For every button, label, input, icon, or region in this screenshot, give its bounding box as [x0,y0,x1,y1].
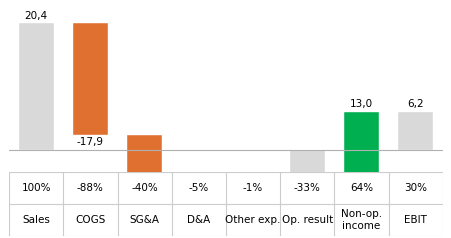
Text: 13,0: 13,0 [349,99,373,109]
Text: EBIT: EBIT [404,215,426,225]
Text: 100%: 100% [21,183,51,193]
Text: 20,4: 20,4 [24,11,48,21]
Bar [235,192,270,193]
Text: SG&A: SG&A [129,215,159,225]
Text: 30%: 30% [404,183,426,193]
Bar [181,186,216,192]
Bar [289,150,324,193]
Text: -5%: -5% [189,183,208,193]
Text: -88%: -88% [77,183,104,193]
Text: -1,0: -1,0 [189,195,208,205]
Text: Sales: Sales [22,215,50,225]
Text: -0,1: -0,1 [243,195,262,205]
Bar [397,112,433,150]
Text: 6,2: 6,2 [407,99,423,109]
Text: -40%: -40% [131,183,158,193]
Text: Other exp.: Other exp. [225,215,280,225]
Bar [73,23,108,135]
Text: -33%: -33% [293,183,320,193]
Text: COGS: COGS [75,215,106,225]
Text: Op. result: Op. result [281,215,332,225]
Text: Non-op.
income: Non-op. income [341,209,381,231]
Bar [18,23,54,150]
Text: -17,9: -17,9 [77,137,104,147]
Bar [343,112,378,193]
Text: -6,8: -6,8 [296,195,317,205]
Text: -1%: -1% [243,183,262,193]
Text: 64%: 64% [349,183,373,193]
Bar [127,135,162,186]
Text: -8,2: -8,2 [134,188,155,198]
Text: D&A: D&A [187,215,210,225]
